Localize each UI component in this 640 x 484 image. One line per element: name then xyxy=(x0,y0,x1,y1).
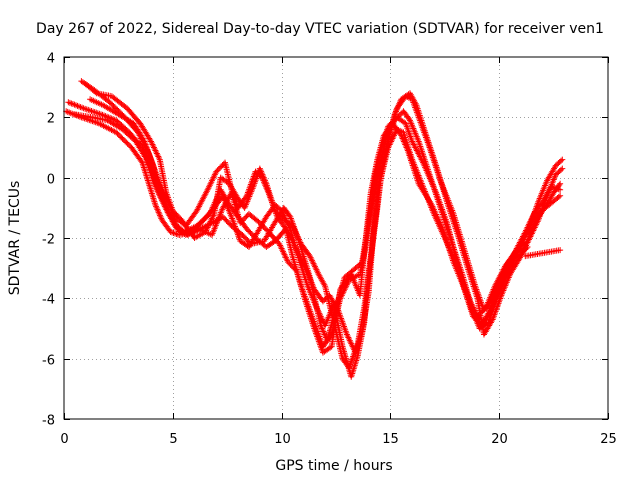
data-point xyxy=(169,229,176,236)
data-point xyxy=(555,193,562,200)
data-point xyxy=(167,228,174,235)
data-points xyxy=(63,78,566,380)
axis-ticks: 0 5 10 15 20 25 -8 -6 -4 -2 0 2 4 xyxy=(42,52,617,448)
data-point xyxy=(106,99,113,106)
data-point xyxy=(118,134,125,141)
data-point xyxy=(92,89,99,96)
data-point xyxy=(117,133,124,140)
y-tick-label: -2 xyxy=(42,233,55,248)
data-point xyxy=(115,131,122,138)
x-tick-label: 25 xyxy=(600,432,617,447)
data-point xyxy=(113,129,120,136)
data-point xyxy=(114,130,121,137)
y-axis-label: SDTVAR / TECUs xyxy=(7,181,23,296)
data-point xyxy=(123,139,130,146)
data-point xyxy=(170,229,177,236)
series-6 xyxy=(82,81,566,371)
grid-lines xyxy=(64,57,608,419)
y-tick-label: -6 xyxy=(42,354,55,369)
data-point xyxy=(111,104,118,111)
x-tick-label: 5 xyxy=(169,432,177,447)
data-point xyxy=(110,103,117,110)
data-point xyxy=(557,192,564,199)
x-tick-label: 20 xyxy=(491,432,508,447)
data-point xyxy=(557,157,564,164)
data-point xyxy=(122,138,129,145)
y-tick-label: 0 xyxy=(47,173,55,188)
x-tick-label: 10 xyxy=(274,432,291,447)
series-7 xyxy=(522,247,564,260)
data-point xyxy=(138,158,145,165)
y-tick-label: 2 xyxy=(47,112,55,127)
data-point xyxy=(120,136,127,143)
x-tick-label: 15 xyxy=(382,432,399,447)
data-point xyxy=(107,100,114,107)
data-point xyxy=(171,230,178,237)
data-point xyxy=(113,105,120,112)
data-point xyxy=(559,156,566,163)
y-tick-label: 4 xyxy=(47,52,55,67)
data-point xyxy=(557,166,564,173)
data-point xyxy=(556,181,563,188)
data-point xyxy=(119,135,126,142)
data-point xyxy=(124,140,131,147)
x-tick-label: 0 xyxy=(60,432,68,447)
y-tick-label: -4 xyxy=(42,293,55,308)
data-point xyxy=(559,165,566,172)
data-point xyxy=(557,247,564,254)
chart-title: Day 267 of 2022, Sidereal Day-to-day VTE… xyxy=(36,21,604,37)
data-point xyxy=(109,101,116,108)
x-axis-label: GPS time / hours xyxy=(275,458,392,474)
data-point xyxy=(125,141,132,148)
data-point xyxy=(173,230,180,237)
data-point xyxy=(557,180,564,187)
y-tick-label: -8 xyxy=(42,414,55,429)
